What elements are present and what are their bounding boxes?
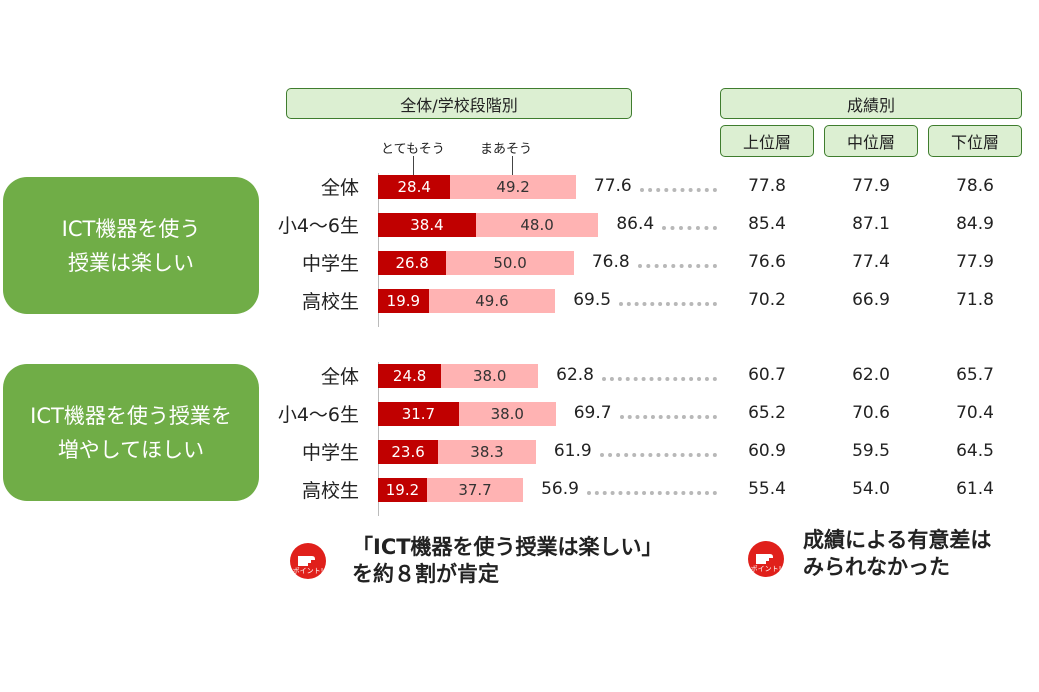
point-icon-right: ポイント! <box>748 541 784 577</box>
dotted-leader <box>587 491 717 495</box>
header-overall: 全体/学校段階別 <box>286 88 632 119</box>
total-value: 56.9 <box>541 479 579 499</box>
legend-dark-label: とてもそう <box>381 142 445 157</box>
dotted-leader <box>639 188 717 192</box>
bar-light: 48.0 <box>475 213 599 237</box>
bar-dark: 31.7 <box>378 402 459 426</box>
dotted-leader <box>637 264 717 268</box>
total-value: 62.8 <box>556 365 594 385</box>
grade-value: 70.6 <box>852 403 890 423</box>
total-value: 69.5 <box>573 290 612 310</box>
point-icon-left-text: ポイント! <box>293 567 324 575</box>
bar-dark: 26.8 <box>378 251 447 275</box>
legend-light-label: まあそう <box>480 142 533 157</box>
row-label: 小4～6生 <box>277 404 359 426</box>
bar-dark: 19.2 <box>378 478 427 502</box>
grade-value: 70.2 <box>748 290 786 310</box>
bar-light: 50.0 <box>446 251 574 275</box>
grade-value: 77.4 <box>852 252 890 272</box>
total-value: 69.7 <box>573 403 612 423</box>
bar-light: 49.2 <box>450 175 576 199</box>
group-box-enjoy: ICT機器を使う 授業は楽しい <box>3 177 259 314</box>
grade-value: 78.6 <box>956 176 994 196</box>
grade-value: 65.7 <box>956 365 994 385</box>
dotted-leader <box>662 226 717 230</box>
legend-dark-tick <box>413 156 414 176</box>
header-grade-middle: 中位層 <box>824 125 918 157</box>
grade-value: 77.9 <box>852 176 890 196</box>
point-text-right: 成績による有意差は みられなかった <box>803 527 991 581</box>
group-increase-title-line-2: 増やしてほしい <box>57 437 205 462</box>
bar-dark: 38.4 <box>378 213 476 237</box>
bar-light: 38.3 <box>438 440 536 464</box>
grade-value: 84.9 <box>956 214 994 234</box>
grade-value: 60.9 <box>748 441 786 461</box>
bar-light: 38.0 <box>458 402 556 426</box>
header-grade: 成績別 <box>720 88 1022 119</box>
point-right-line-2: みられなかった <box>803 555 950 579</box>
row-label: 中学生 <box>301 253 359 275</box>
axis-line-increase <box>378 362 379 516</box>
bar-light: 38.0 <box>441 364 539 388</box>
row-label: 高校生 <box>301 291 359 313</box>
point-icon-left: ポイント! <box>290 543 326 579</box>
total-value: 86.4 <box>616 214 655 234</box>
grade-value: 61.4 <box>956 479 994 499</box>
grade-value: 55.4 <box>748 479 786 499</box>
dotted-leader <box>599 453 717 457</box>
row-label: 全体 <box>320 177 359 199</box>
grade-value: 76.6 <box>748 252 786 272</box>
grade-value: 59.5 <box>852 441 890 461</box>
total-value: 77.6 <box>593 176 632 196</box>
row-label: 中学生 <box>301 442 359 464</box>
bar-dark: 19.9 <box>378 289 429 313</box>
row-label: 全体 <box>320 366 359 388</box>
group-increase-title-line-1: ICT機器を使う授業を <box>30 403 232 428</box>
grade-value: 65.2 <box>748 403 786 423</box>
grade-value: 87.1 <box>852 214 890 234</box>
bar-light: 37.7 <box>426 478 524 502</box>
total-value: 76.8 <box>591 252 630 272</box>
group-enjoy-title-line-1: ICT機器を使う <box>61 216 201 241</box>
grade-value: 70.4 <box>956 403 994 423</box>
bar-dark: 24.8 <box>378 364 442 388</box>
header-grade-bottom: 下位層 <box>928 125 1022 157</box>
point-left-line-2: を約８割が肯定 <box>352 562 499 586</box>
row-label: 小4～6生 <box>277 215 359 237</box>
row-label: 高校生 <box>301 480 359 502</box>
grade-value: 54.0 <box>852 479 890 499</box>
axis-line-enjoy <box>378 173 379 327</box>
point-text-left: 「ICT機器を使う授業は楽しい」 を約８割が肯定 <box>352 534 663 588</box>
grade-value: 62.0 <box>852 365 890 385</box>
bar-light: 49.6 <box>428 289 556 313</box>
bar-dark: 23.6 <box>378 440 439 464</box>
grade-value: 60.7 <box>748 365 786 385</box>
legend-light-tick <box>512 156 513 176</box>
grade-value: 64.5 <box>956 441 994 461</box>
point-icon-right-text: ポイント! <box>751 565 782 573</box>
grade-value: 77.9 <box>956 252 994 272</box>
dotted-leader <box>602 377 717 381</box>
bar-dark: 28.4 <box>378 175 451 199</box>
grade-value: 66.9 <box>852 290 890 310</box>
dotted-leader <box>619 302 717 306</box>
grade-value: 71.8 <box>956 290 994 310</box>
total-value: 61.9 <box>553 441 592 461</box>
group-enjoy-title-line-2: 授業は楽しい <box>68 250 194 275</box>
grade-value: 77.8 <box>748 176 786 196</box>
point-right-line-1: 成績による有意差は <box>803 528 992 552</box>
point-left-line-1: 「ICT機器を使う授業は楽しい」 <box>352 535 663 559</box>
header-grade-top: 上位層 <box>720 125 814 157</box>
grade-value: 85.4 <box>748 214 786 234</box>
dotted-leader <box>619 415 717 419</box>
group-box-increase: ICT機器を使う授業を 増やしてほしい <box>3 364 259 501</box>
